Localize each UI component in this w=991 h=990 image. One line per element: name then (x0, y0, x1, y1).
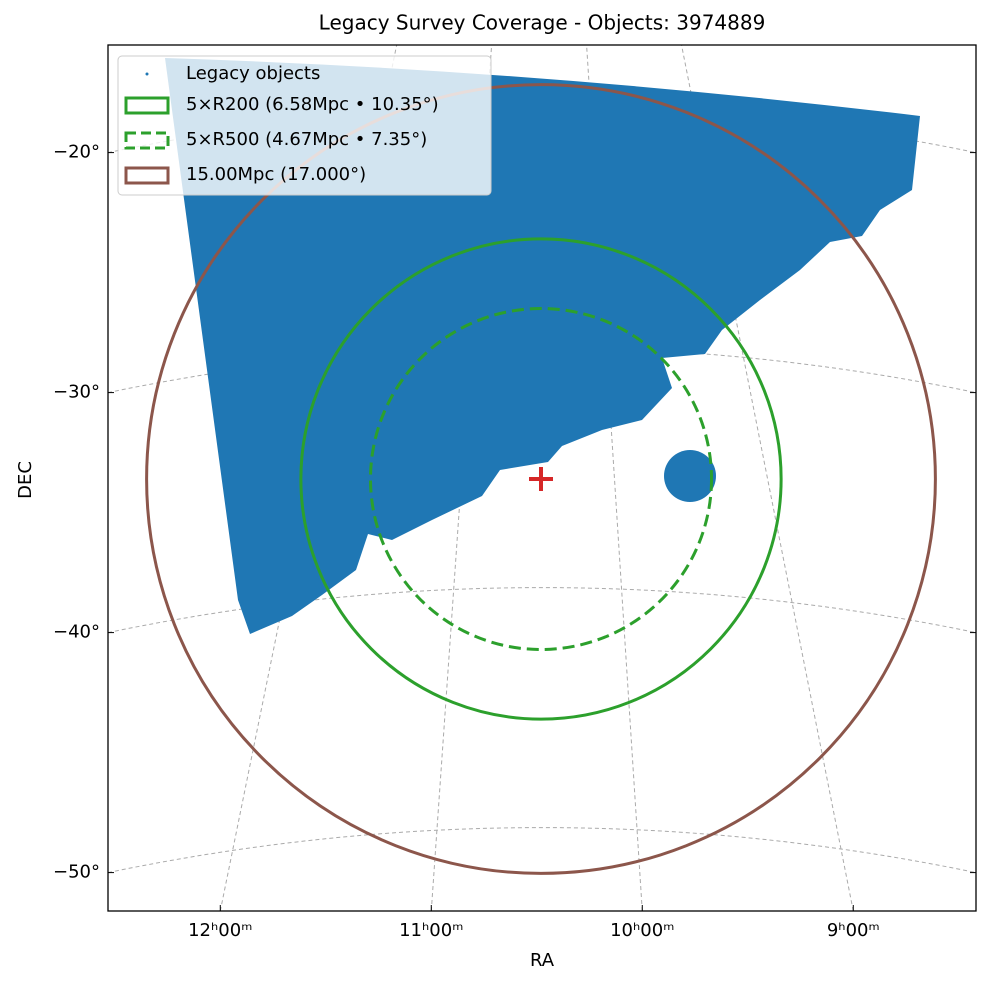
x-tick-label: 9ʰ00ᵐ (827, 920, 880, 941)
legend-swatch (124, 166, 170, 185)
coverage (165, 58, 920, 634)
y-tick-label: −20° (53, 142, 100, 163)
legend-swatch (124, 96, 170, 115)
legend-label: 5×R500 (4.67Mpc • 7.35°) (186, 129, 427, 150)
legend-box (117, 55, 492, 196)
y-tick-label: −40° (53, 622, 100, 643)
x-tick-label: 10ʰ00ᵐ (610, 920, 674, 941)
y-tick-label: −50° (53, 862, 100, 883)
radius-circle (368, 306, 714, 652)
legend-swatch (145, 72, 149, 76)
legend-label: 5×R200 (6.58Mpc • 10.35°) (186, 94, 439, 115)
coverage-region (165, 58, 920, 634)
grid-line (108, 587, 976, 634)
legend-label: 15.00Mpc (17.000°) (186, 164, 366, 185)
axes: −20° −30° −40° −50° 12ʰ00ᵐ 11ʰ00ᵐ 10ʰ00ᵐ 9ʰ00ᵐ (53, 142, 976, 941)
legend-swatch (124, 131, 170, 150)
plot-frame (107, 44, 977, 912)
radius-circle (299, 237, 783, 721)
coverage-region (664, 450, 716, 502)
legend: 5×R200 (6.58Mpc • 10.35°) 5×R500 (4.67Mpc… (117, 55, 492, 196)
y-axis-label: DEC (15, 461, 36, 499)
circles (145, 83, 937, 875)
chart-title: Legacy Survey Coverage - Objects: 397488… (319, 11, 766, 35)
grid-line (108, 827, 976, 874)
x-tick-label: 11ʰ00ᵐ (399, 920, 463, 941)
legend-label: Legacy objects (186, 63, 320, 84)
y-tick-label: −30° (53, 382, 100, 403)
x-axis-label: RA (530, 950, 555, 971)
radius-circle (145, 83, 937, 875)
x-tick-label: 12ʰ00ᵐ (188, 920, 252, 941)
center-marker (529, 467, 553, 491)
